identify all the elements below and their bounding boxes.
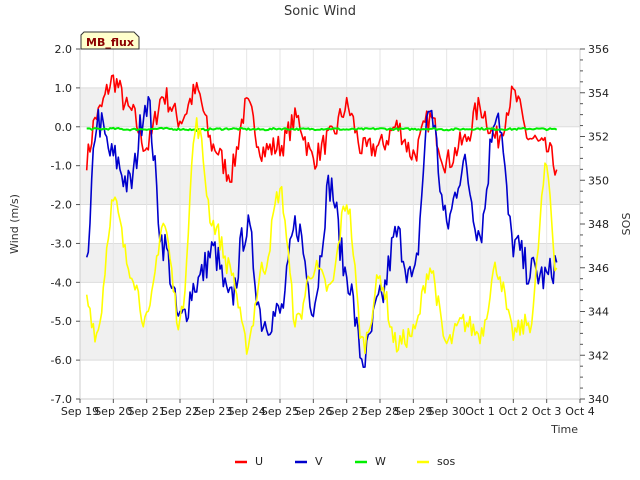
y-tick-label: -4.0 — [51, 276, 72, 289]
y-tick-label: 2.0 — [55, 43, 73, 56]
legend-label-v: V — [315, 455, 323, 468]
y-tick-label: -7.0 — [51, 393, 72, 406]
chart-title: Sonic Wind — [284, 4, 356, 19]
plot-bands — [80, 87, 580, 361]
series-line-v — [85, 96, 558, 369]
x-tick-label: Sep 29 — [394, 405, 432, 418]
x-tick-label: Sep 27 — [328, 405, 366, 418]
x-axis-label: Time — [550, 423, 578, 436]
badge-shape — [80, 31, 140, 50]
x-tick-label: Oct 4 — [565, 405, 595, 418]
y2-axis-ticks: 340 342 344 346 348 350 352 354 356 — [580, 43, 609, 406]
x-tick-label: Oct 2 — [499, 405, 529, 418]
y2-tick-label: 342 — [588, 349, 609, 362]
x-tick-label: Sep 22 — [161, 405, 199, 418]
x-tick-label: Sep 21 — [128, 405, 166, 418]
x-tick-label: Sep 26 — [294, 405, 332, 418]
y-tick-label: -6.0 — [51, 354, 72, 367]
legend-label-u: U — [255, 455, 263, 468]
y2-tick-label: 350 — [588, 174, 609, 187]
legend-label-w: W — [375, 455, 386, 468]
badge-label: MB_flux — [86, 36, 134, 49]
x-tick-label: Sep 20 — [94, 405, 132, 418]
series-line-u — [85, 74, 558, 183]
plot-band — [80, 321, 580, 361]
y2-tick-label: 340 — [588, 393, 609, 406]
x-tick-label: Sep 19 — [61, 405, 99, 418]
y-tick-label: 1.0 — [55, 82, 73, 95]
x-tick-label: Oct 1 — [465, 405, 495, 418]
y-axis-ticks: -7.0 -6.0 -5.0 -4.0 -3.0 -2.0 -1.0 0.0 1.0 2.0 — [51, 43, 80, 406]
series-lines — [85, 74, 558, 369]
y2-tick-label: 346 — [588, 262, 609, 275]
y2-axis-label: SOS — [620, 213, 633, 236]
x-tick-label: Sep 25 — [261, 405, 299, 418]
x-tick-label: Sep 28 — [361, 405, 399, 418]
x-tick-label: Sep 23 — [194, 405, 232, 418]
x-tick-label: Sep 24 — [228, 405, 266, 418]
y2-tick-label: 356 — [588, 43, 609, 56]
series-line-w — [86, 126, 558, 132]
y-tick-label: -5.0 — [51, 315, 72, 328]
y2-tick-label: 354 — [588, 87, 609, 100]
legend-label-sos: sos — [437, 455, 455, 468]
y-tick-label: -3.0 — [51, 237, 72, 250]
y-tick-label: -1.0 — [51, 160, 72, 173]
y-tick-label: 0.0 — [55, 121, 73, 134]
y-tick-label: -2.0 — [51, 199, 72, 212]
series-line-sos — [85, 117, 558, 355]
y2-tick-label: 344 — [588, 306, 609, 319]
y2-tick-label: 352 — [588, 131, 609, 144]
plot-band — [80, 87, 580, 127]
y-axis-label: Wind (m/s) — [8, 194, 21, 254]
y2-tick-label: 348 — [588, 218, 609, 231]
x-tick-label: Oct 3 — [532, 405, 562, 418]
badge: MB_flux — [80, 31, 140, 50]
x-tick-label: Sep 30 — [428, 405, 466, 418]
